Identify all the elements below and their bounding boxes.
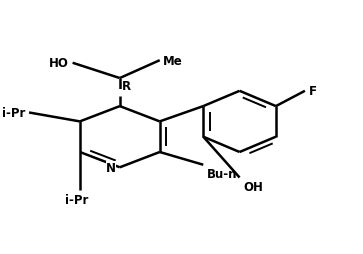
Text: Me: Me [163,55,183,67]
Text: i-Pr: i-Pr [2,107,25,119]
Text: Bu-n: Bu-n [207,168,237,181]
Text: OH: OH [243,180,263,193]
Text: F: F [309,85,317,98]
Text: HO: HO [49,57,69,70]
Text: N: N [106,161,116,174]
Text: R: R [122,80,131,93]
Text: i-Pr: i-Pr [65,193,88,206]
